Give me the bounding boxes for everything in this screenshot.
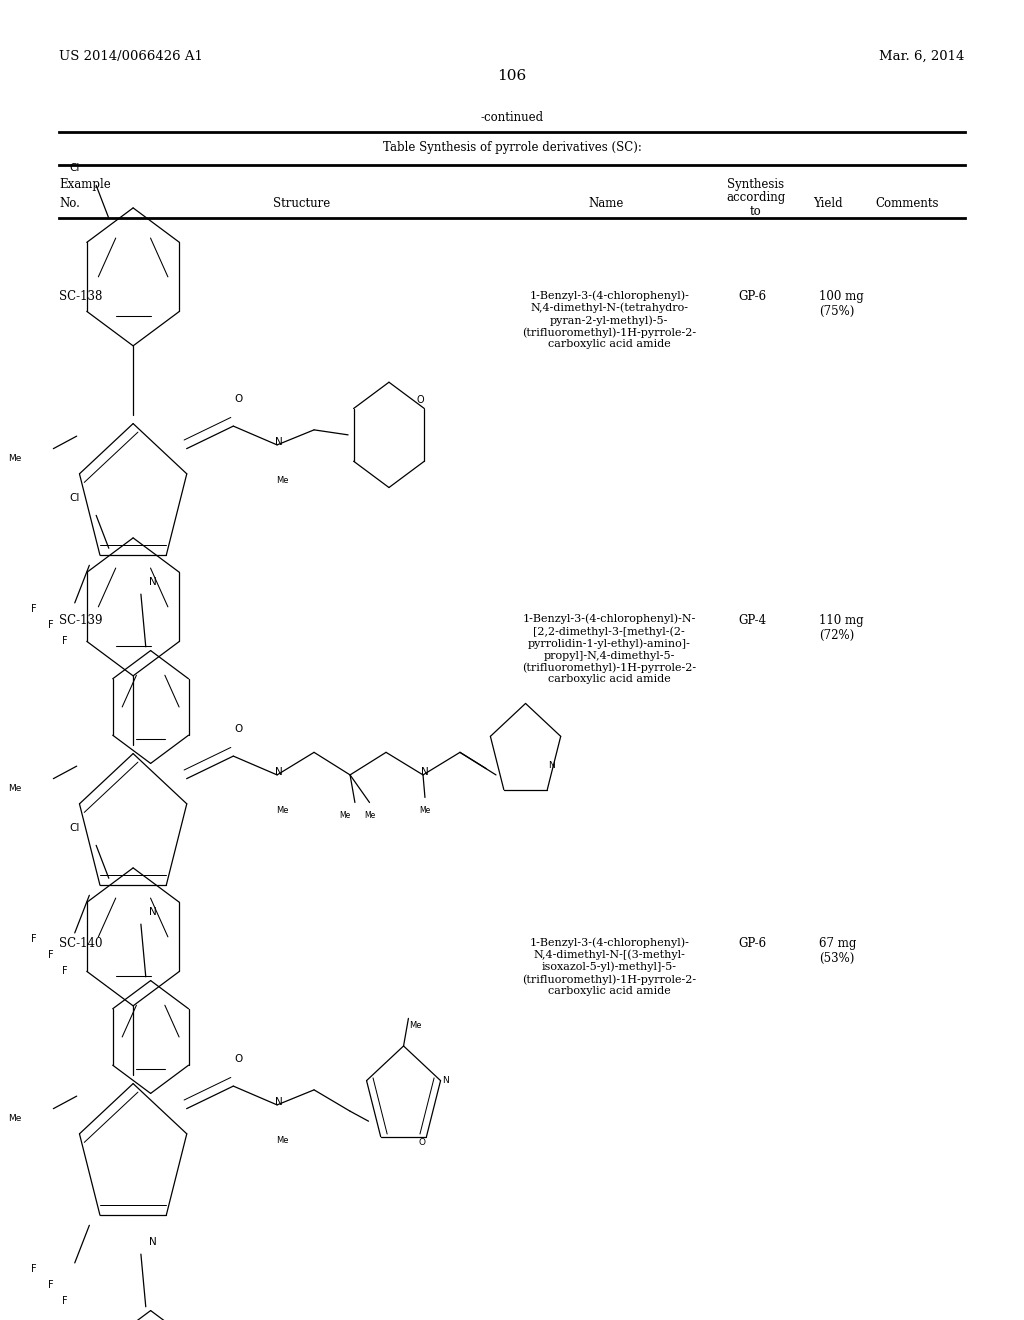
Text: N: N <box>275 437 283 447</box>
Text: O: O <box>234 393 243 404</box>
Text: N: N <box>275 767 283 777</box>
Text: Me: Me <box>8 1114 22 1123</box>
Text: GP-6: GP-6 <box>738 937 767 950</box>
Text: N: N <box>148 1237 157 1246</box>
Text: Me: Me <box>364 810 375 820</box>
Text: F: F <box>62 965 68 975</box>
Text: US 2014/0066426 A1: US 2014/0066426 A1 <box>59 50 204 63</box>
Text: 106: 106 <box>498 69 526 83</box>
Text: GP-4: GP-4 <box>738 614 767 627</box>
Text: N: N <box>275 1097 283 1107</box>
Text: Comments: Comments <box>876 197 939 210</box>
Text: F: F <box>31 1265 37 1274</box>
Text: Me: Me <box>409 1022 422 1031</box>
Text: Me: Me <box>420 805 430 814</box>
Text: F: F <box>62 1295 68 1305</box>
Text: N: N <box>148 577 157 586</box>
Text: N: N <box>548 760 555 770</box>
Text: No.: No. <box>59 197 80 210</box>
Text: Me: Me <box>8 454 22 463</box>
Text: O: O <box>418 1138 425 1147</box>
Text: 1-Benzyl-3-(4-chlorophenyl)-N-
[2,2-dimethyl-3-[methyl-(2-
pyrrolidin-1-yl-ethyl: 1-Benzyl-3-(4-chlorophenyl)-N- [2,2-dime… <box>522 614 696 684</box>
Text: SC-139: SC-139 <box>59 614 102 627</box>
Text: Mar. 6, 2014: Mar. 6, 2014 <box>880 50 965 63</box>
Text: N: N <box>421 767 429 777</box>
Text: Cl: Cl <box>70 162 80 173</box>
Text: O: O <box>234 723 243 734</box>
Text: 110 mg
(72%): 110 mg (72%) <box>819 614 864 642</box>
Text: F: F <box>48 1280 53 1291</box>
Text: Structure: Structure <box>273 197 331 210</box>
Text: Name: Name <box>589 197 624 210</box>
Text: Cl: Cl <box>70 492 80 503</box>
Text: Example: Example <box>59 178 112 191</box>
Text: O: O <box>417 395 424 405</box>
Text: F: F <box>62 635 68 645</box>
Text: F: F <box>31 935 37 944</box>
Text: F: F <box>48 950 53 961</box>
Text: N: N <box>442 1076 449 1085</box>
Text: Me: Me <box>275 805 288 814</box>
Text: 100 mg
(75%): 100 mg (75%) <box>819 290 864 318</box>
Text: -continued: -continued <box>480 111 544 124</box>
Text: 67 mg
(53%): 67 mg (53%) <box>819 937 856 965</box>
Text: Me: Me <box>340 810 351 820</box>
Text: Yield: Yield <box>813 197 842 210</box>
Text: 1-Benzyl-3-(4-chlorophenyl)-
N,4-dimethyl-N-[(3-methyl-
isoxazol-5-yl)-methyl]-5: 1-Benzyl-3-(4-chlorophenyl)- N,4-dimethy… <box>522 937 696 997</box>
Text: F: F <box>48 620 53 631</box>
Text: Synthesis: Synthesis <box>727 178 784 191</box>
Text: O: O <box>234 1053 243 1064</box>
Text: F: F <box>31 605 37 614</box>
Text: Table Synthesis of pyrrole derivatives (SC):: Table Synthesis of pyrrole derivatives (… <box>383 141 641 154</box>
Text: to: to <box>750 205 762 218</box>
Text: Cl: Cl <box>70 822 80 833</box>
Text: N: N <box>148 907 157 916</box>
Text: SC-140: SC-140 <box>59 937 102 950</box>
Text: GP-6: GP-6 <box>738 290 767 304</box>
Text: Me: Me <box>275 475 288 484</box>
Text: Me: Me <box>8 784 22 793</box>
Text: Me: Me <box>275 1135 288 1144</box>
Text: 1-Benzyl-3-(4-chlorophenyl)-
N,4-dimethyl-N-(tetrahydro-
pyran-2-yl-methyl)-5-
(: 1-Benzyl-3-(4-chlorophenyl)- N,4-dimethy… <box>522 290 696 350</box>
Text: SC-138: SC-138 <box>59 290 102 304</box>
Text: according: according <box>726 191 785 205</box>
